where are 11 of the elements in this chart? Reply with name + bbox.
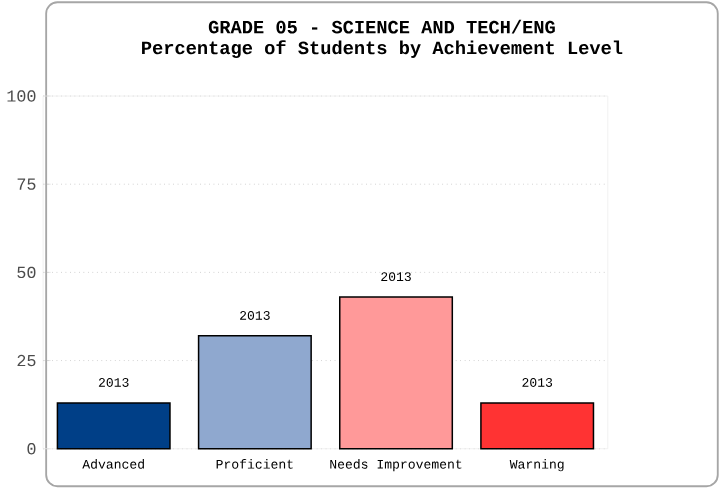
y-tick-label: 50 xyxy=(17,266,36,278)
bar xyxy=(197,334,312,450)
bar xyxy=(56,401,171,450)
bar xyxy=(339,296,454,450)
chart-title: GRADE 05 - SCIENCE AND TECH/ENG xyxy=(208,19,555,34)
y-tick-label: 75 xyxy=(17,178,36,190)
chart-subtitle: Percentage of Students by Achievement Level xyxy=(142,39,623,58)
y-tick-label: 25 xyxy=(17,354,36,367)
y-tick-label: 0 xyxy=(27,442,36,455)
bar xyxy=(480,401,595,450)
y-tick-label: 100 xyxy=(7,90,36,102)
